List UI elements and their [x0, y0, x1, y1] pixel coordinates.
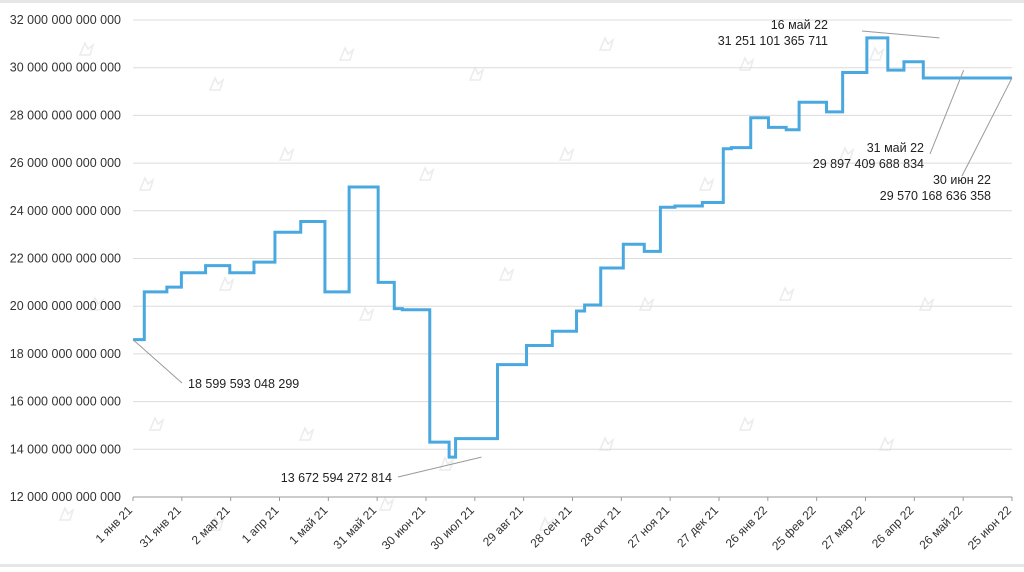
- watermark-icon: [378, 496, 395, 511]
- annotation-label: 29 897 409 688 834: [813, 157, 924, 171]
- series-line: [133, 36, 1012, 459]
- watermark-icon: [918, 296, 935, 311]
- x-tick-label: 31 май 21: [330, 503, 379, 552]
- watermark-icon: [598, 36, 615, 51]
- gridlines: [133, 19, 1012, 498]
- watermark-icon: [438, 456, 455, 471]
- watermark-icon: [138, 176, 155, 191]
- watermark-icon: [878, 436, 895, 451]
- x-tick-label: 30 июл 21: [428, 503, 478, 553]
- watermark-icon: [208, 516, 225, 531]
- y-tick-label: 24 000 000 000 000: [10, 204, 121, 218]
- x-tick-label: 28 сен 21: [527, 503, 574, 550]
- watermark-icon: [338, 46, 355, 61]
- x-tick-label: 25 июн 22: [965, 503, 1015, 553]
- annotation-leader: [929, 69, 965, 155]
- x-tick-label: 28 окт 21: [578, 503, 624, 549]
- x-tick-label: 1 апр 21: [239, 503, 282, 546]
- y-tick-label: 22 000 000 000 000: [10, 252, 121, 266]
- series-layer: [133, 36, 1012, 459]
- watermark-icon: [638, 296, 655, 311]
- watermark-icon: [58, 506, 75, 521]
- watermark-icon: [778, 286, 795, 301]
- watermark-icon: [298, 426, 315, 441]
- annotation-label: 31 251 101 365 711: [718, 34, 828, 48]
- watermark-icon: [538, 516, 555, 531]
- y-tick-label: 12 000 000 000 000: [10, 490, 121, 504]
- annotation-label: 16 май 22: [771, 18, 828, 32]
- x-tick-label: 2 мар 21: [189, 503, 233, 547]
- watermark-icon: [78, 41, 95, 56]
- x-axis-ticks: 1 янв 21 31 янв 21 2 мар 21 1 апр 21 1 май 2…: [93, 497, 1015, 553]
- watermark-icon: [88, 296, 105, 311]
- y-tick-label: 26 000 000 000 000: [10, 156, 121, 170]
- watermark-icon: [868, 46, 885, 61]
- watermark-icon: [148, 416, 165, 431]
- x-tick-label: 29 авг 21: [480, 503, 526, 549]
- annotation-layer: 18 599 593 048 299 13 672 594 272 814 16 м…: [132, 18, 1013, 485]
- y-tick-label: 32 000 000 000 000: [10, 13, 121, 27]
- watermark-icon: [558, 146, 575, 161]
- annotation-leader: [961, 77, 1013, 177]
- y-axis-ticks: 12 000 000 000 000 14 000 000 000 000 16 0…: [10, 13, 121, 504]
- annotation-label: 29 570 168 636 358: [880, 189, 991, 203]
- annotation-label: 31 май 22: [867, 141, 924, 155]
- x-tick-label: 1 янв 21: [93, 503, 136, 546]
- x-tick-label: 31 янв 21: [137, 503, 185, 551]
- watermark-icon: [208, 76, 225, 91]
- watermark-icon: [738, 416, 755, 431]
- x-tick-label: 26 май 22: [916, 503, 965, 552]
- annotation-label: 18 599 593 048 299: [188, 377, 299, 391]
- y-tick-label: 16 000 000 000 000: [10, 395, 121, 409]
- annotation-label: 30 июн 22: [933, 173, 991, 187]
- watermark-icon: [418, 166, 435, 181]
- y-tick-label: 18 000 000 000 000: [10, 347, 121, 361]
- watermark-icon: [738, 56, 755, 71]
- y-tick-label: 20 000 000 000 000: [10, 299, 121, 313]
- y-tick-label: 30 000 000 000 000: [10, 61, 121, 75]
- watermark-icon: [468, 66, 485, 81]
- watermark-icon: [358, 306, 375, 321]
- watermark-icon: [698, 176, 715, 191]
- watermark-icon: [838, 146, 855, 161]
- x-tick-label: 27 ноя 21: [625, 503, 673, 551]
- x-tick-label: 25 фев 22: [769, 503, 819, 553]
- watermark-layer: [58, 36, 935, 531]
- watermark-icon: [218, 276, 235, 291]
- x-tick-label: 27 мар 22: [819, 503, 868, 552]
- y-tick-label: 28 000 000 000 000: [10, 108, 121, 122]
- annotation-leader: [132, 339, 183, 384]
- watermark-icon: [598, 436, 615, 451]
- annotation-label: 13 672 594 272 814: [281, 471, 392, 485]
- y-tick-label: 14 000 000 000 000: [10, 442, 121, 456]
- annotation-leader: [861, 30, 940, 39]
- x-tick-label: 26 янв 22: [723, 503, 771, 551]
- watermark-icon: [498, 266, 515, 281]
- x-tick-label: 1 май 21: [286, 503, 330, 547]
- watermark-icon: [278, 146, 295, 161]
- annotation-leader: [397, 456, 482, 478]
- x-tick-label: 27 дек 21: [674, 503, 721, 550]
- x-tick-label: 26 апр 22: [869, 503, 917, 551]
